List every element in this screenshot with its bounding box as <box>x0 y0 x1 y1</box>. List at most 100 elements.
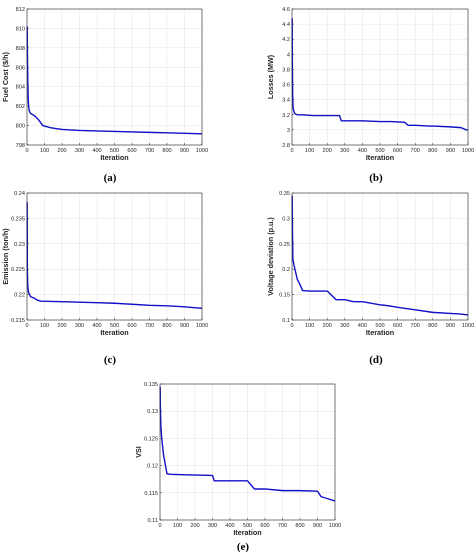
x-tick-label: 800 <box>295 523 304 529</box>
series-line <box>291 18 468 131</box>
y-axis-label: Losses (MW) <box>266 54 275 99</box>
y-tick-label: 798 <box>16 143 25 149</box>
x-tick-label: 200 <box>57 323 66 329</box>
y-tick-label: 0.225 <box>11 267 25 273</box>
series-line <box>291 195 469 316</box>
x-tick-label: 0 <box>25 148 28 154</box>
x-tick-label: 800 <box>428 148 437 154</box>
y-tick-label: 0.15 <box>279 293 290 299</box>
y-tick-label: 4.4 <box>282 22 290 28</box>
x-axis-label: Iteration <box>366 153 394 162</box>
x-tick-label: 100 <box>40 148 49 154</box>
y-axis-label: Voltage deviation (p.u.) <box>266 217 275 296</box>
y-tick-label: 0.35 <box>279 191 290 197</box>
x-tick-label: 600 <box>127 323 136 329</box>
x-tick-label: 800 <box>162 148 171 154</box>
y-axis-label: Emission (ton/h) <box>1 228 10 285</box>
chart-d: 0 100 200 300 400 500 600 700 800 900 1000 0.1 0.15 0… <box>266 191 474 366</box>
x-tick-label: 700 <box>145 148 154 154</box>
x-tick-label: 300 <box>340 323 349 329</box>
chart-b: 0 100 200 300 400 500 600 700 800 900 1000 2.8 3 3.2 3… <box>266 7 474 184</box>
y-tick-label: 0.2 <box>282 267 290 273</box>
panel-caption: (c) <box>104 354 117 366</box>
y-tick-label: 0.235 <box>11 216 25 222</box>
x-tick-label: 1000 <box>462 148 474 154</box>
x-tick-label: 400 <box>358 148 367 154</box>
x-tick-label: 700 <box>411 323 420 329</box>
x-tick-label: 100 <box>40 323 49 329</box>
x-tick-label: 400 <box>358 323 367 329</box>
x-tick-label: 900 <box>180 323 189 329</box>
x-axis-label: Iteration <box>100 153 128 162</box>
y-tick-label: 800 <box>16 124 25 130</box>
x-tick-label: 200 <box>323 148 332 154</box>
chart-a: 0 100 200 300 400 500 600 700 800 900 1000 798 800 80… <box>1 7 208 184</box>
x-tick-label: 600 <box>127 148 136 154</box>
x-axis-label: Iteration <box>100 328 128 337</box>
x-tick-label: 0 <box>290 148 293 154</box>
x-axis-label: Iteration <box>233 528 261 537</box>
x-tick-label: 900 <box>446 148 455 154</box>
series-line <box>26 26 203 135</box>
panel-caption: (b) <box>369 172 383 184</box>
x-tick-label: 700 <box>411 148 420 154</box>
x-tick-label: 600 <box>260 523 269 529</box>
series-line <box>26 202 203 310</box>
x-tick-label: 300 <box>75 148 84 154</box>
y-tick-label: 810 <box>16 26 25 32</box>
y-tick-label: 0.11 <box>148 518 158 524</box>
x-tick-label: 800 <box>162 323 171 329</box>
y-tick-label: 0.1 <box>282 318 290 324</box>
y-tick-label: 0.125 <box>144 436 158 442</box>
x-tick-label: 500 <box>110 323 119 329</box>
x-tick-label: 0 <box>290 323 293 329</box>
y-tick-label: 4.6 <box>282 7 290 13</box>
x-tick-label: 600 <box>393 148 402 154</box>
x-tick-label: 500 <box>375 148 384 154</box>
x-tick-label: 400 <box>92 323 101 329</box>
x-tick-label: 1000 <box>462 323 474 329</box>
y-tick-label: 804 <box>16 85 25 91</box>
x-tick-label: 200 <box>323 323 332 329</box>
y-axis-label: Fuel Cost ($/h) <box>1 51 10 102</box>
panel-caption: (d) <box>369 354 383 366</box>
y-tick-label: 0.24 <box>14 191 25 197</box>
x-tick-label: 100 <box>173 523 182 529</box>
y-tick-label: 0.22 <box>14 293 25 299</box>
x-tick-label: 500 <box>375 323 384 329</box>
y-tick-label: 3 <box>287 128 290 134</box>
y-tick-label: 0.215 <box>11 318 25 324</box>
x-tick-label: 400 <box>225 523 234 529</box>
y-tick-label: 2.8 <box>282 143 290 149</box>
chart-e: 0 100 200 300 400 500 600 700 800 900 1000 0.11 0.11… <box>134 382 341 553</box>
y-tick-label: 0.135 <box>144 382 158 388</box>
x-tick-label: 100 <box>305 148 314 154</box>
y-tick-label: 0.25 <box>279 242 290 248</box>
panel-caption: (e) <box>237 541 250 553</box>
x-tick-label: 800 <box>428 323 437 329</box>
x-tick-label: 700 <box>278 523 287 529</box>
y-tick-label: 3.4 <box>282 98 290 104</box>
y-tick-label: 806 <box>16 65 25 71</box>
x-tick-label: 300 <box>75 323 84 329</box>
x-tick-label: 900 <box>446 323 455 329</box>
y-tick-label: 3.6 <box>282 83 290 89</box>
x-tick-label: 0 <box>25 323 28 329</box>
y-tick-label: 0.13 <box>147 409 158 415</box>
x-tick-label: 600 <box>393 323 402 329</box>
x-tick-label: 1000 <box>196 148 208 154</box>
x-tick-label: 500 <box>243 523 252 529</box>
x-tick-label: 700 <box>145 323 154 329</box>
x-tick-label: 300 <box>208 523 217 529</box>
x-tick-label: 100 <box>305 323 314 329</box>
y-tick-label: 802 <box>16 104 25 110</box>
x-tick-label: 300 <box>340 148 349 154</box>
y-axis-label: VSI <box>134 446 143 458</box>
x-tick-label: 1000 <box>329 523 341 529</box>
x-tick-label: 900 <box>313 523 322 529</box>
x-axis-label: Iteration <box>366 328 394 337</box>
y-tick-label: 0.23 <box>14 242 25 248</box>
x-tick-label: 0 <box>158 523 161 529</box>
x-tick-label: 1000 <box>196 323 208 329</box>
